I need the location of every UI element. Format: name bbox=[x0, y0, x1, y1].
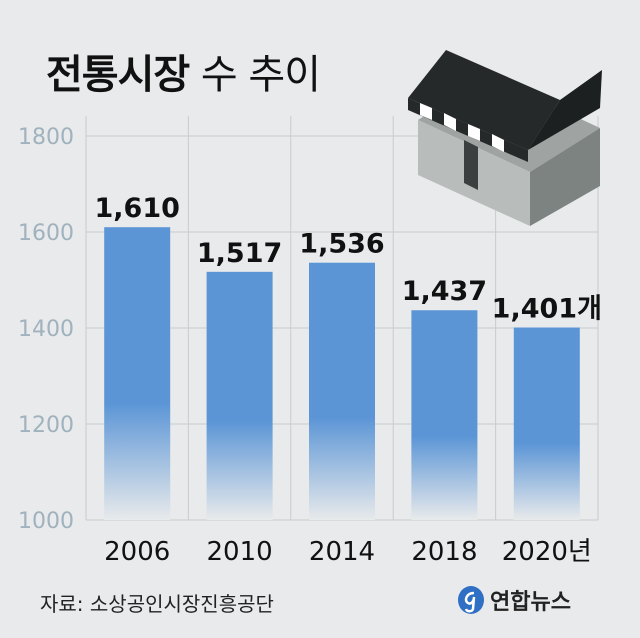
x-axis-labels: 2006 2010 2014 2018 2020년 bbox=[104, 537, 592, 567]
value-label-2018: 1,437 bbox=[402, 276, 487, 307]
bars bbox=[104, 227, 580, 520]
bar-2006 bbox=[104, 227, 171, 520]
value-label-2014: 1,536 bbox=[299, 229, 384, 260]
y-tick-label: 1400 bbox=[18, 317, 74, 342]
yonhap-emblem-icon bbox=[458, 586, 484, 614]
y-tick-label: 1800 bbox=[18, 125, 74, 150]
value-label-2006: 1,610 bbox=[94, 193, 179, 224]
value-label-2020: 1,401개 bbox=[492, 294, 602, 325]
title-main: 전통시장 bbox=[46, 52, 190, 98]
x-label-2018: 2018 bbox=[411, 537, 477, 567]
yonhap-logo: 연합뉴스 bbox=[456, 584, 571, 616]
x-label-2014: 2014 bbox=[309, 537, 375, 567]
value-label-2010: 1,517 bbox=[197, 238, 282, 269]
x-label-2020: 2020년 bbox=[502, 537, 592, 567]
y-tick-label: 1200 bbox=[18, 413, 74, 438]
y-tick-label: 1000 bbox=[18, 509, 74, 534]
bar-2020 bbox=[513, 327, 580, 520]
y-axis-ticks: 1000 1200 1400 1600 1800 bbox=[18, 125, 74, 534]
bar-2018 bbox=[411, 310, 478, 520]
bar-2014 bbox=[309, 262, 375, 520]
source-note: 자료: 소상공인시장진흥공단 bbox=[40, 592, 274, 616]
y-tick-label: 1600 bbox=[18, 221, 74, 246]
bar-2010 bbox=[206, 271, 273, 520]
logo-text: 연합뉴스 bbox=[490, 590, 571, 615]
store-icon bbox=[408, 50, 602, 226]
x-label-2006: 2006 bbox=[104, 537, 170, 567]
chart-title: 전통시장 수 추이 bbox=[46, 42, 321, 100]
x-label-2010: 2010 bbox=[207, 537, 273, 567]
title-sub: 수 추이 bbox=[200, 52, 321, 98]
